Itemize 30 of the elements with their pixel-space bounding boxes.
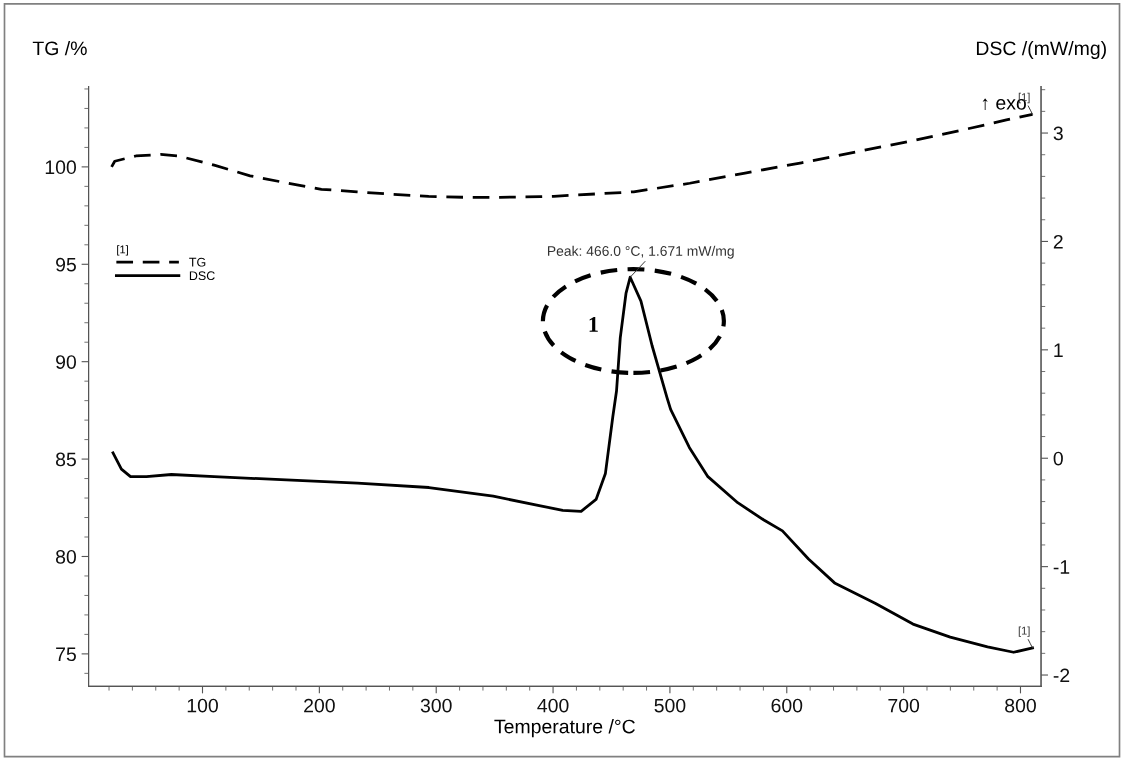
y-tick-label: 80 — [55, 549, 77, 564]
x-tick-label: 400 — [537, 698, 569, 713]
y2-tick-label: 2 — [1053, 234, 1063, 249]
y2-tick-label: 0 — [1053, 451, 1063, 466]
y2-tick-label: 3 — [1053, 126, 1063, 141]
y-tick-label: 90 — [56, 355, 77, 369]
y-tick-label: 100 — [45, 160, 77, 175]
y2-tick-label: -1 — [1053, 560, 1070, 574]
x-tick-label: 700 — [888, 698, 920, 713]
y-tick-label: 75 — [56, 647, 76, 662]
x-tick-label: 800 — [1005, 698, 1036, 713]
x-tick-label: 300 — [420, 698, 452, 713]
x-tick-label: 100 — [187, 698, 218, 713]
y-tick-label: 95 — [56, 257, 76, 272]
x-axis-title: Temperature /°C — [494, 719, 635, 738]
y-axis-title: TG /% — [32, 40, 87, 56]
annotation: 1 — [589, 317, 598, 332]
x-tick-label: 600 — [771, 698, 803, 713]
annotation: [1] — [1018, 626, 1030, 637]
legend-title: [1] — [117, 245, 128, 256]
x-tick-label: 200 — [304, 698, 335, 713]
annotation: Peak: 466.0 °C, 1.671 mW/mg — [548, 245, 734, 259]
y-tick-label: 85 — [55, 452, 76, 467]
y2-axis-title: DSC /(mW/mg) — [976, 40, 1106, 60]
y2-tick-label: -2 — [1053, 668, 1070, 683]
line-series — [110, 112, 1034, 199]
legend-label: TG — [189, 257, 206, 267]
y2-tick-label: 1 — [1054, 343, 1063, 357]
x-tick-label: 500 — [654, 698, 686, 713]
legend-label: DSC — [189, 271, 215, 281]
